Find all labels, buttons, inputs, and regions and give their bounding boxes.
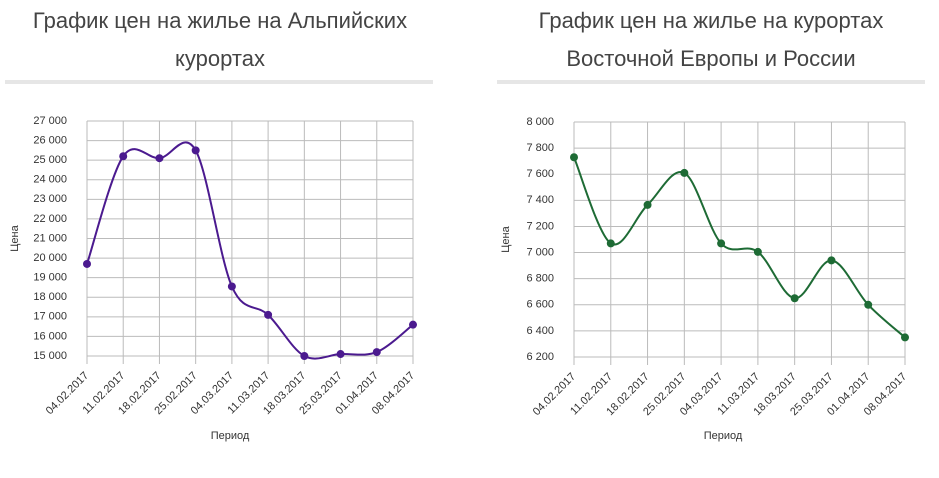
chart-title: График цен на жилье на курортах Восточно… bbox=[538, 8, 884, 71]
point bbox=[119, 152, 128, 161]
separator bbox=[497, 80, 925, 84]
y-tick-label: 6 800 bbox=[526, 273, 554, 285]
y-tick-label: 17 000 bbox=[33, 311, 67, 323]
y-tick-label: 7 400 bbox=[526, 194, 554, 206]
line bbox=[573, 156, 906, 339]
point bbox=[191, 146, 200, 155]
point bbox=[372, 348, 381, 357]
y-tick-label: 6 600 bbox=[526, 299, 554, 311]
y-tick-label: 20 000 bbox=[33, 252, 67, 264]
y-tick-label: 8 000 bbox=[526, 116, 554, 128]
y-axis-label: Цена bbox=[500, 225, 512, 252]
y-tick-label: 7 800 bbox=[526, 142, 554, 154]
point bbox=[717, 239, 726, 248]
y-tick-label: 7 000 bbox=[526, 246, 554, 258]
y-tick-label: 7 600 bbox=[526, 168, 554, 180]
y-tick-label: 26 000 bbox=[33, 134, 67, 146]
line bbox=[86, 141, 414, 360]
point bbox=[83, 259, 91, 268]
point bbox=[606, 239, 615, 248]
y-tick-label: 27 000 bbox=[33, 115, 67, 127]
y-axis-label: Цена bbox=[9, 224, 21, 251]
y-tick-label: 6 400 bbox=[526, 325, 554, 337]
y-tick-label: 16 000 bbox=[33, 330, 67, 342]
separator bbox=[5, 80, 433, 84]
point bbox=[409, 320, 417, 329]
y-tick-label: 19 000 bbox=[33, 272, 67, 284]
point bbox=[901, 333, 909, 342]
x-axis-label: Период bbox=[211, 430, 250, 442]
point bbox=[300, 352, 309, 360]
y-tick-label: 15 000 bbox=[33, 350, 67, 362]
point bbox=[155, 154, 164, 163]
point bbox=[790, 294, 799, 303]
point bbox=[227, 282, 236, 291]
y-tick-label: 18 000 bbox=[33, 291, 67, 303]
point bbox=[680, 168, 689, 177]
point bbox=[643, 200, 652, 209]
y-tick-label: 6 200 bbox=[526, 351, 554, 363]
point bbox=[753, 247, 762, 256]
point bbox=[336, 350, 345, 359]
point bbox=[264, 310, 273, 319]
y-tick-label: 24 000 bbox=[33, 174, 67, 186]
x-axis-label: Период bbox=[704, 430, 743, 442]
y-tick-label: 7 200 bbox=[526, 220, 554, 232]
point bbox=[570, 153, 578, 162]
point bbox=[864, 300, 873, 309]
y-tick-label: 22 000 bbox=[33, 213, 67, 225]
y-tick-label: 25 000 bbox=[33, 154, 67, 166]
point bbox=[827, 256, 836, 265]
chart-title: График цен на жилье на Альпийских курорт… bbox=[32, 8, 408, 71]
y-tick-label: 23 000 bbox=[33, 193, 67, 205]
y-tick-label: 21 000 bbox=[33, 232, 67, 244]
